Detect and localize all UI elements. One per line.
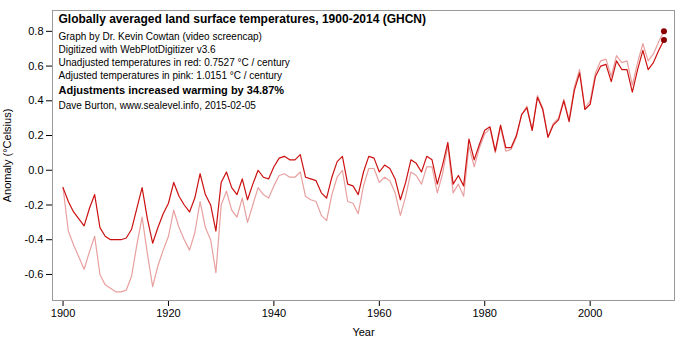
svg-text:0.0: 0.0 [28, 164, 43, 176]
svg-text:Unadjusted temperatures in red: Unadjusted temperatures in red: 0.7527 °… [59, 57, 290, 68]
svg-text:-0.6: -0.6 [25, 268, 44, 280]
svg-text:0.4: 0.4 [28, 94, 43, 106]
svg-text:Anomaly (°Celsius): Anomaly (°Celsius) [1, 109, 13, 203]
svg-text:-0.2: -0.2 [25, 199, 44, 211]
svg-text:Graph by Dr. Kevin Cowtan (vid: Graph by Dr. Kevin Cowtan (video screenc… [59, 31, 262, 42]
svg-text:1960: 1960 [367, 307, 391, 319]
svg-text:Year: Year [352, 326, 375, 338]
svg-text:Globally averaged land surface: Globally averaged land surface temperatu… [59, 12, 426, 26]
svg-text:Adjusted temperatures in pink:: Adjusted temperatures in pink: 1.0151 °C… [59, 70, 283, 81]
svg-text:0.8: 0.8 [28, 25, 43, 37]
svg-text:Digitized with WebPlotDigitize: Digitized with WebPlotDigitizer v3.6 [59, 44, 217, 55]
svg-text:2000: 2000 [578, 307, 602, 319]
svg-text:1980: 1980 [472, 307, 496, 319]
svg-text:Dave Burton, www.sealevel.info: Dave Burton, www.sealevel.info, 2015-02-… [59, 100, 257, 111]
svg-text:1940: 1940 [262, 307, 286, 319]
svg-text:1920: 1920 [156, 307, 180, 319]
svg-text:0.2: 0.2 [28, 129, 43, 141]
svg-text:1900: 1900 [51, 307, 75, 319]
svg-text:-0.4: -0.4 [25, 233, 44, 245]
svg-text:Adjustments increased warming: Adjustments increased warming by 34.87% [59, 84, 285, 96]
svg-text:0.6: 0.6 [28, 60, 43, 72]
